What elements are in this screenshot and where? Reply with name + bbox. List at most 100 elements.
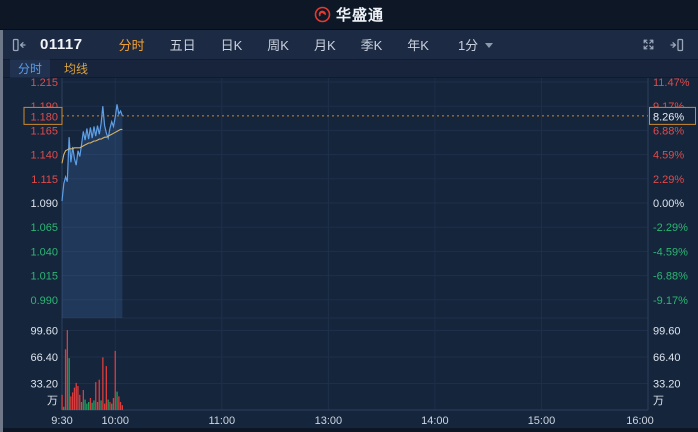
volume-bar xyxy=(109,402,111,410)
price-line xyxy=(61,104,123,202)
logo-text: 华盛通 xyxy=(335,7,384,24)
bottom-strip xyxy=(0,428,698,432)
window-left-edge xyxy=(0,30,3,432)
volume-unit-label: 万 xyxy=(47,395,58,407)
time-axis-label: 11:00 xyxy=(208,415,235,427)
chart-plot-area[interactable] xyxy=(62,78,648,410)
volume-bar xyxy=(114,350,116,410)
period-tab-6[interactable]: 年K xyxy=(407,38,429,53)
volume-axis-label: 33.20 xyxy=(653,378,681,390)
time-axis-label: 13:00 xyxy=(315,415,343,427)
period-tabs: 分时 五日 日K 周K 月K 季K 年K xyxy=(119,35,429,54)
percent-axis-label: 0.00% xyxy=(653,198,684,210)
volume-bar xyxy=(89,398,92,410)
volume-bar xyxy=(63,406,65,410)
panel-collapse-left-icon[interactable] xyxy=(10,36,28,54)
overlay-tab-0[interactable]: 分时 xyxy=(10,59,51,78)
volume-bar xyxy=(98,379,100,410)
huasheng-flame-icon xyxy=(314,6,331,23)
percent-axis-label: -6.88% xyxy=(653,271,688,283)
price-axis-label: 1.015 xyxy=(30,271,58,283)
period-tab-5[interactable]: 季K xyxy=(360,38,383,53)
volume-axis-label: 99.60 xyxy=(653,325,681,337)
overlay-tabs: 分时 均线 xyxy=(0,59,698,78)
toolbar-right-icons xyxy=(639,36,686,54)
percent-axis-label: 4.59% xyxy=(653,150,684,162)
volume-axis-label: 33.20 xyxy=(30,378,58,390)
overlay-tab-1[interactable]: 均线 xyxy=(64,62,89,76)
volume-bar xyxy=(79,394,81,410)
current-percent-value: 8.26% xyxy=(653,111,684,123)
volume-bar xyxy=(118,396,120,410)
avg-line xyxy=(61,128,123,164)
volume-bar xyxy=(102,357,104,410)
percent-axis-label: -9.17% xyxy=(653,295,688,307)
volume-axis-label: 66.40 xyxy=(30,352,58,364)
price-axis-label: 1.215 xyxy=(30,77,58,89)
fullscreen-icon[interactable] xyxy=(639,36,657,54)
current-price-box xyxy=(23,106,63,125)
volume-bar xyxy=(116,391,118,410)
percent-axis-label: -4.59% xyxy=(653,246,688,258)
time-axis-label: 14:00 xyxy=(421,415,449,427)
stock-code: 01117 xyxy=(40,36,83,53)
volume-bar xyxy=(84,399,86,410)
volume-bar xyxy=(64,349,67,410)
volume-bar xyxy=(91,402,93,410)
chart-toolbar: 01117 分时 五日 日K 周K 月K 季K 年K 1分 xyxy=(0,30,698,60)
price-area-fill xyxy=(62,104,123,318)
panel-collapse-right-icon[interactable] xyxy=(668,36,686,54)
price-axis-label: 1.115 xyxy=(31,174,58,186)
price-axis-label: 1.140 xyxy=(30,150,58,162)
volume-bar xyxy=(86,403,88,410)
volume-bar xyxy=(93,400,95,410)
price-axis-label: 1.065 xyxy=(30,222,58,234)
current-price-value: 1.180 xyxy=(30,111,58,123)
period-tab-1[interactable]: 五日 xyxy=(169,38,196,53)
volume-bar xyxy=(80,402,83,410)
volume-bar xyxy=(107,399,109,410)
price-axis-label: 0.990 xyxy=(30,295,58,307)
price-axis-label: 1.165 xyxy=(30,125,58,137)
period-tab-4[interactable]: 月K xyxy=(313,38,336,53)
period-tab-2[interactable]: 日K xyxy=(220,38,243,53)
volume-bar xyxy=(104,403,106,410)
volume-bar xyxy=(66,330,68,410)
volume-bar xyxy=(68,358,70,410)
volume-unit-label: 万 xyxy=(653,395,664,407)
time-axis-label: 16:00 xyxy=(626,415,654,427)
volume-bar xyxy=(100,400,102,410)
percent-axis-label: 11.47% xyxy=(653,77,690,89)
volume-bar xyxy=(111,403,113,410)
period-tab-3[interactable]: 周K xyxy=(267,38,289,53)
top-bar: 华盛通 xyxy=(0,0,698,30)
chevron-down-icon xyxy=(485,43,494,48)
volume-bar xyxy=(82,390,84,410)
volume-bar xyxy=(121,405,123,410)
volume-bar xyxy=(73,387,76,410)
interval-dropdown[interactable]: 1分 xyxy=(457,35,494,54)
percent-axis-label: 2.29% xyxy=(653,174,684,186)
volume-bar xyxy=(77,386,79,410)
percent-axis-label: -2.29% xyxy=(653,222,688,234)
volume-axis-label: 99.60 xyxy=(30,325,58,337)
volume-bar xyxy=(61,394,63,410)
time-axis-label: 10:00 xyxy=(102,415,130,427)
volume-bar xyxy=(72,392,74,410)
price-axis-label: 1.040 xyxy=(30,246,58,258)
time-axis-label: 9:30 xyxy=(51,415,72,427)
interval-label: 1分 xyxy=(457,38,479,53)
intraday-chart: 1.21511.47%1.1909.17%1.1656.88%1.1404.59… xyxy=(0,77,698,432)
volume-axis-label: 66.40 xyxy=(653,352,681,364)
volume-bar xyxy=(96,402,99,410)
period-tab-0[interactable]: 分时 xyxy=(118,38,145,53)
huasheng-logo: 华盛通 xyxy=(314,4,384,25)
volume-bar xyxy=(75,382,77,410)
current-percent-box xyxy=(649,106,696,125)
volume-bar xyxy=(112,398,115,410)
volume-bar xyxy=(88,402,90,410)
time-axis-label: 15:00 xyxy=(528,415,556,427)
volume-bar xyxy=(105,366,107,410)
